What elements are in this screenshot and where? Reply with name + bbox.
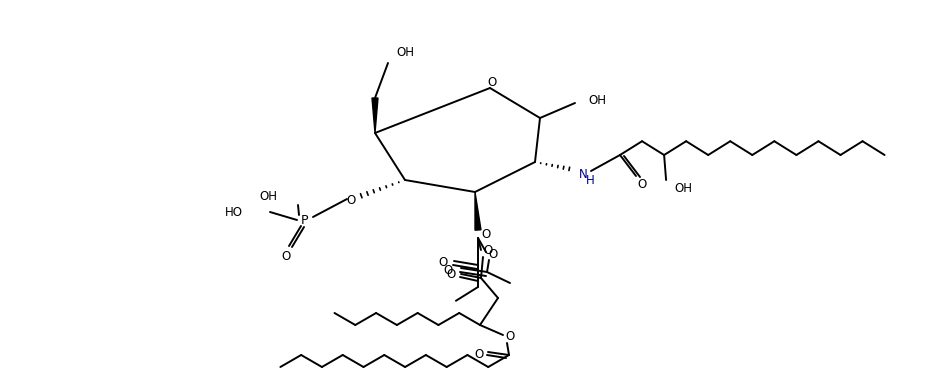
Text: OH: OH [259, 190, 277, 203]
Text: O: O [483, 244, 493, 257]
Polygon shape [475, 192, 481, 230]
Text: O: O [281, 249, 290, 262]
Text: O: O [481, 227, 491, 240]
Text: O: O [446, 269, 456, 281]
Text: O: O [637, 178, 647, 191]
Text: O: O [489, 247, 497, 261]
Text: O: O [438, 256, 447, 269]
Text: H: H [586, 173, 594, 186]
Text: O: O [346, 193, 355, 207]
Text: OH: OH [674, 181, 692, 195]
Text: N: N [579, 168, 588, 181]
Text: OH: OH [396, 46, 414, 59]
Text: HO: HO [225, 205, 243, 218]
Polygon shape [372, 98, 378, 133]
Text: O: O [444, 264, 453, 276]
Text: OH: OH [588, 95, 606, 107]
Text: O: O [487, 76, 496, 90]
Text: P: P [301, 213, 308, 227]
Text: O: O [506, 330, 514, 344]
Text: O: O [475, 347, 483, 361]
